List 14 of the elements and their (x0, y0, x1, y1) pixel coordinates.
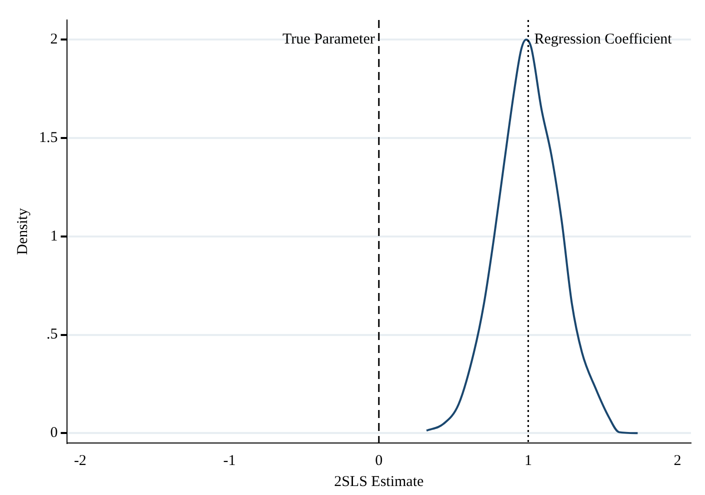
x-tick-label: 0 (375, 452, 383, 469)
y-tick-label: 2 (50, 32, 58, 48)
y-axis-title: Density (14, 208, 31, 255)
x-axis-title: 2SLS Estimate (334, 474, 424, 490)
x-tick-label: -2 (74, 452, 86, 469)
ref-line-label: Regression Coefficient (534, 32, 673, 48)
x-tick-label: 2 (674, 452, 682, 469)
ref-line-label: True Parameter (282, 32, 375, 48)
y-tick-label: 0 (50, 425, 58, 442)
y-tick-label: 1.5 (39, 130, 58, 146)
y-tick-label: .5 (46, 326, 58, 343)
x-tick-label: -1 (223, 452, 236, 469)
x-tick-label: 1 (524, 452, 532, 469)
y-tick-label: 1 (50, 228, 58, 244)
